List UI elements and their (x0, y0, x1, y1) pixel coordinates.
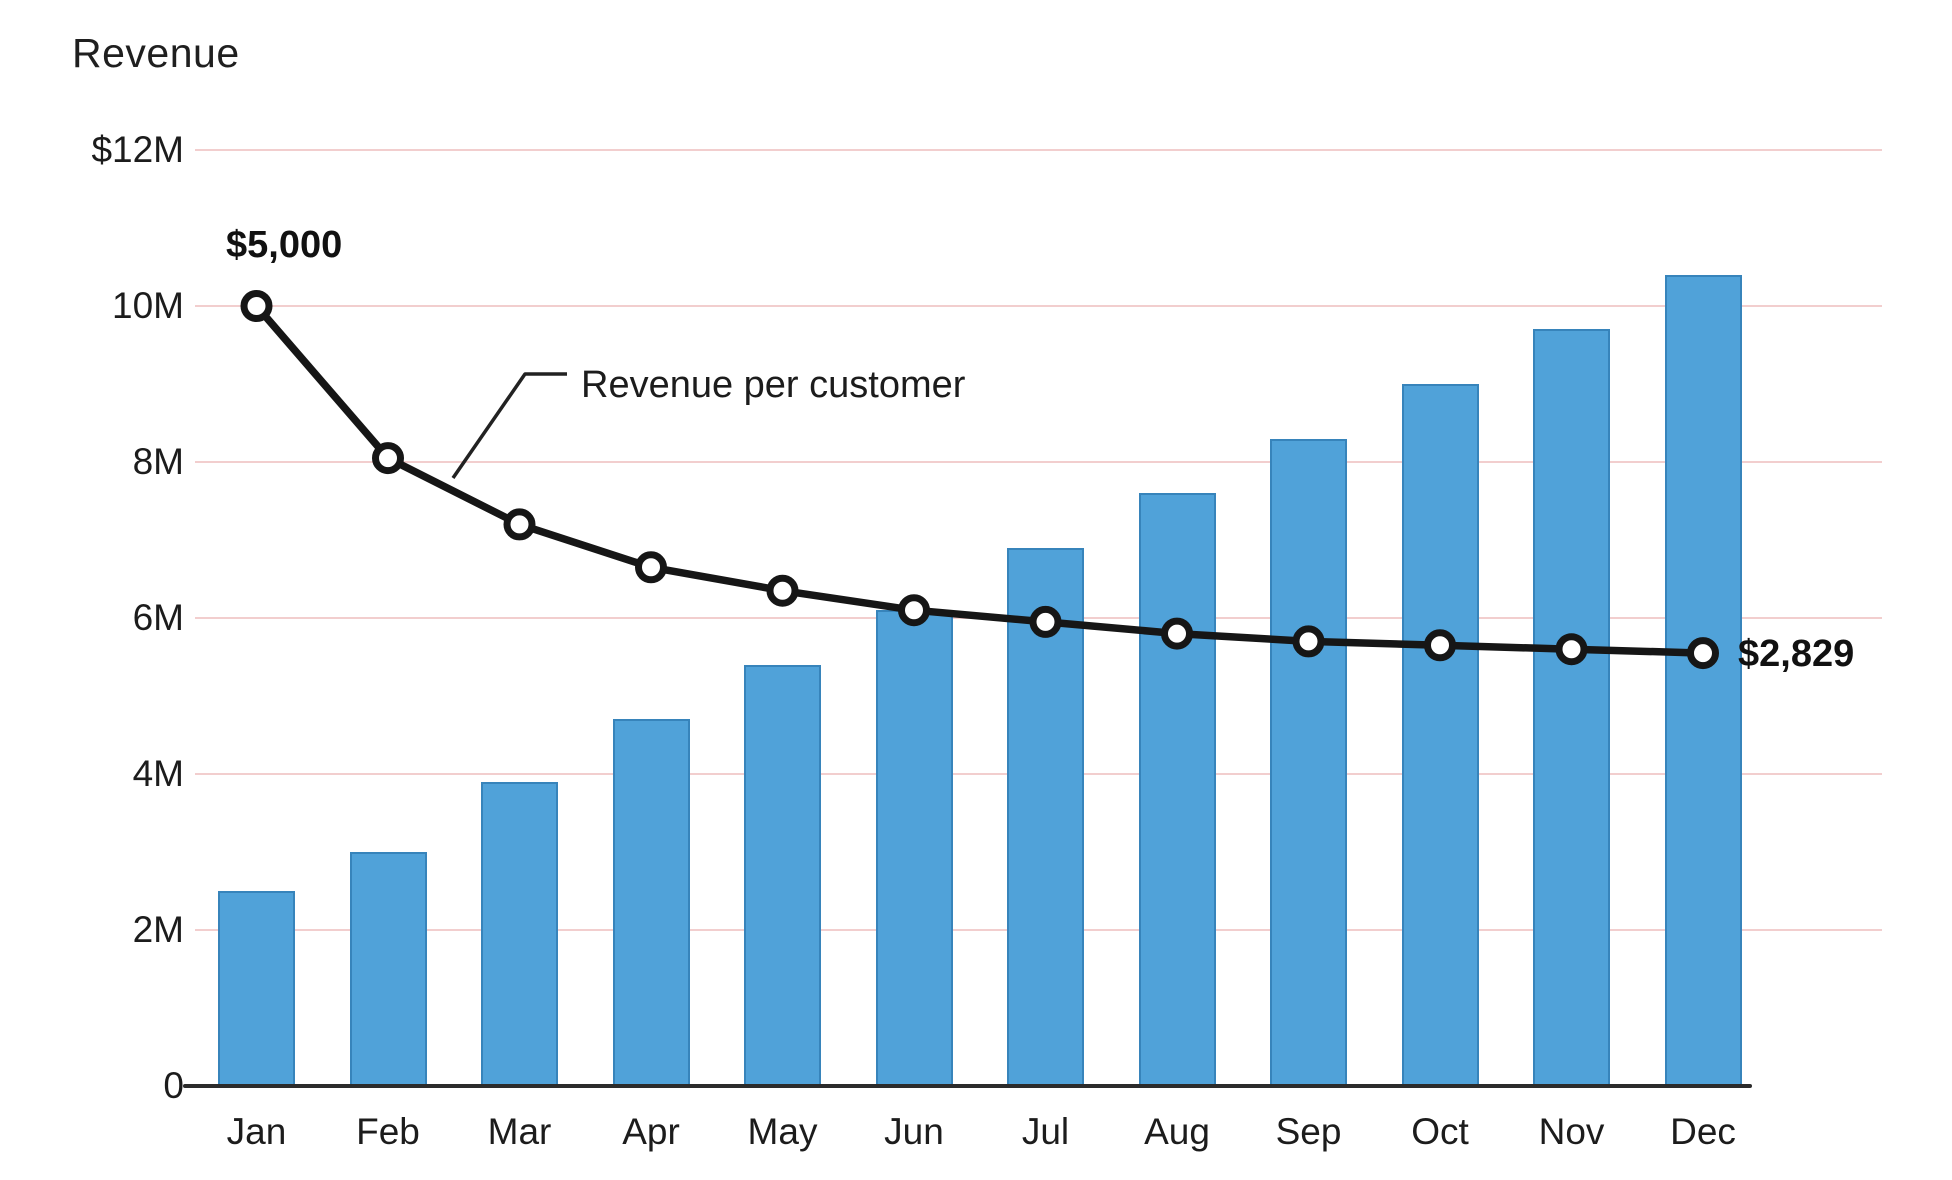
line-series-callout-label: Revenue per customer (581, 364, 966, 406)
revenue-bar-may (744, 664, 821, 1086)
line-marker-feb (372, 442, 404, 475)
line-marker-may (766, 574, 799, 607)
x-tick-label-may: May (747, 1111, 818, 1152)
y-tick-label-12m: $12M (91, 129, 184, 170)
revenue-bar-nov (1533, 329, 1610, 1086)
x-tick-label-oct: Oct (1411, 1111, 1469, 1152)
revenue-bar-aug (1138, 493, 1216, 1086)
x-tick-label-sep: Sep (1275, 1111, 1342, 1152)
y-tick-label-10m: 10M (112, 285, 184, 326)
revenue-bar-sep (1270, 438, 1347, 1086)
x-tick-label-jan: Jan (226, 1111, 287, 1152)
x-tick-label-mar: Mar (487, 1111, 552, 1152)
last-point-value-label: $2,829 (1738, 633, 1855, 675)
y-tick-label-0: 0 (163, 1065, 184, 1106)
gridline-10m (195, 305, 1882, 307)
gridline-12m (195, 149, 1882, 151)
revenue-bar-jan (218, 891, 295, 1086)
line-marker-mar (503, 508, 536, 541)
y-tick-label-6m: 6M (132, 597, 184, 638)
line-marker-apr (635, 551, 667, 584)
revenue-bar-mar (481, 781, 558, 1086)
x-tick-label-jul: Jul (1021, 1111, 1070, 1152)
x-tick-label-jun: Jun (884, 1111, 944, 1152)
x-axis-baseline (183, 1084, 1752, 1088)
revenue-per-customer-line (252, 302, 1707, 657)
revenue-bar-oct (1401, 384, 1479, 1086)
x-tick-label-dec: Dec (1670, 1111, 1736, 1152)
revenue-bar-feb (349, 852, 427, 1086)
x-tick-label-feb: Feb (356, 1111, 420, 1152)
first-point-value-label: $5,000 (226, 224, 343, 266)
x-tick-label-nov: Nov (1538, 1111, 1605, 1152)
revenue-bar-jun (875, 610, 953, 1086)
x-tick-label-aug: Aug (1144, 1111, 1210, 1152)
x-tick-label-apr: Apr (622, 1111, 680, 1152)
revenue-bar-jul (1007, 547, 1084, 1086)
revenue-bar-dec (1664, 274, 1742, 1086)
chart-title: Revenue (72, 30, 240, 76)
y-tick-label-4m: 4M (132, 753, 184, 794)
y-tick-label-2m: 2M (132, 909, 184, 950)
y-tick-label-8m: 8M (132, 441, 184, 482)
revenue-bar-apr (612, 719, 690, 1086)
gridline-8m (195, 461, 1882, 463)
